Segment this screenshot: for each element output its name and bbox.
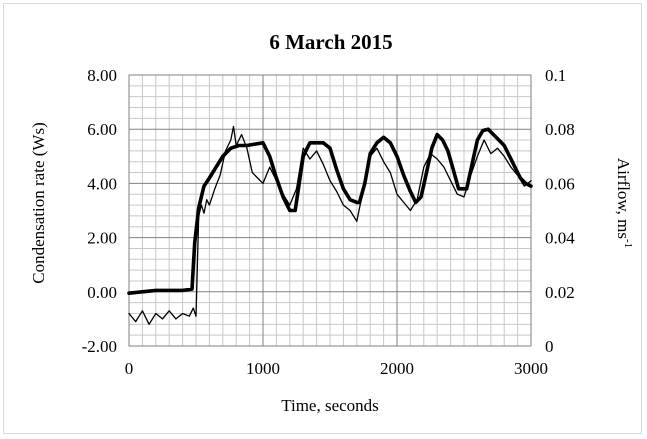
series-line-1-thick	[127, 127, 533, 296]
y2-tick-label: 0.1	[545, 66, 566, 85]
y2-tick-label: 0	[545, 337, 554, 356]
y-tick-label: 0.00	[87, 283, 117, 302]
y-tick-label: 6.00	[87, 120, 117, 139]
x-tick-label: 3000	[514, 359, 548, 378]
y-tick-label: 2.00	[87, 229, 117, 248]
y-tick-label: 4.00	[87, 174, 117, 193]
y-axis-label: Condensation rate (Ws)	[29, 122, 48, 283]
y-tick-label: 8.00	[87, 66, 117, 85]
line-chart: 0 1000 2000 3000 -2.00 0.00 2.00 4.00 6.00 8.00 0 0…	[29, 30, 634, 415]
chart-frame: 0 1000 2000 3000 -2.00 0.00 2.00 4.00 6.00 8.00 0 0…	[3, 3, 642, 434]
y2-tick-label: 0.04	[545, 229, 575, 248]
series-line-2-thin	[128, 125, 532, 325]
chart-title: 6 March 2015	[269, 30, 392, 54]
major-gridlines	[129, 75, 531, 346]
y2-tick-label: 0.02	[545, 283, 575, 302]
y2-tick-label: 0.06	[545, 174, 575, 193]
axis-labels: 0 1000 2000 3000 -2.00 0.00 2.00 4.00 6.00 8.00 0 0…	[82, 66, 576, 378]
y2-axis-label: Airflow, ms-1	[614, 158, 634, 248]
x-tick-label: 2000	[380, 359, 414, 378]
x-tick-label: 1000	[246, 359, 280, 378]
y2-tick-label: 0.08	[545, 120, 575, 139]
minor-gridlines	[129, 75, 531, 346]
y2-axis-label-main: Airflow, ms	[614, 158, 633, 239]
series-layer	[127, 125, 533, 325]
y-tick-label: -2.00	[82, 337, 117, 356]
x-axis-label: Time, seconds	[281, 396, 379, 415]
x-tick-label: 0	[125, 359, 134, 378]
y2-axis-label-superscript: -1	[622, 239, 634, 248]
plot-area-border	[128, 74, 532, 347]
